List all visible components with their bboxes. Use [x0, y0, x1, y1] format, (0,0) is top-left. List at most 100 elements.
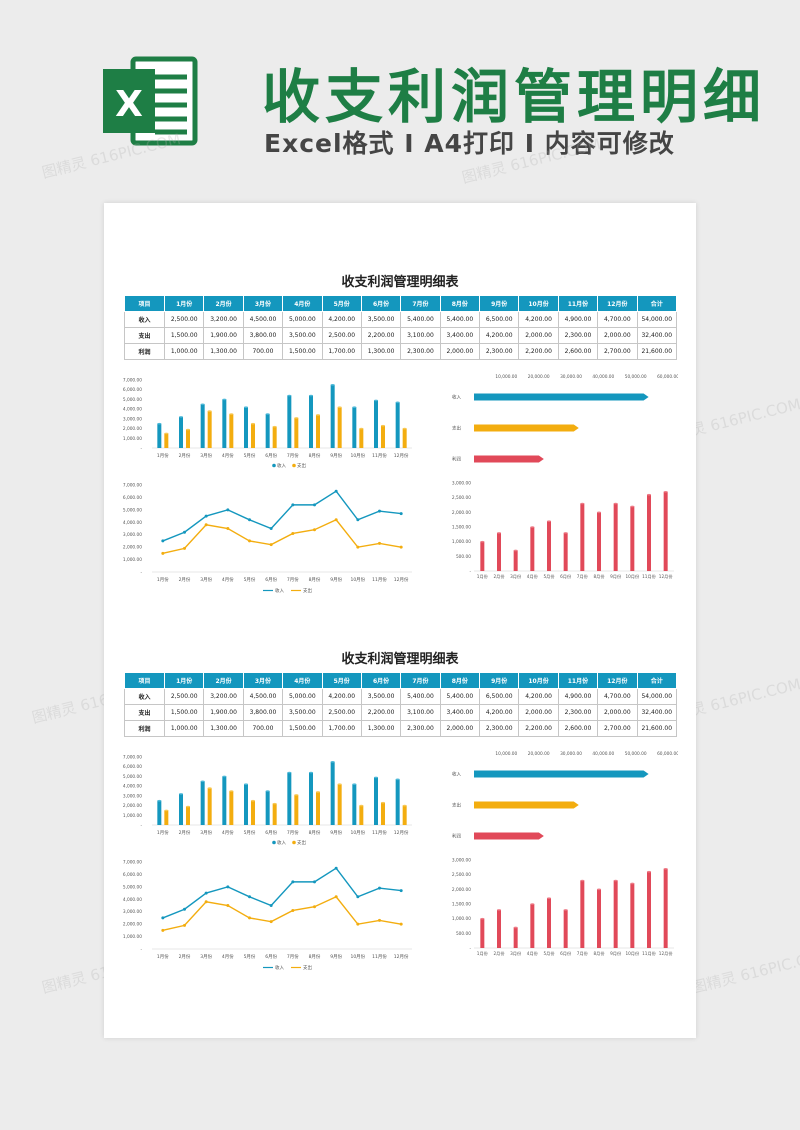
table-cell: 3,100.00 — [400, 327, 441, 344]
income-point — [291, 880, 295, 884]
x-tick-label: 8月份 — [309, 576, 321, 583]
expense-point — [291, 908, 295, 912]
y-tick-label: 6,000.00 — [123, 872, 142, 878]
expense-point — [248, 539, 251, 543]
x-tick-label: 8月份 — [309, 829, 321, 836]
table-header-cell: 4月份 — [282, 295, 323, 312]
bar-top-cap — [530, 526, 535, 528]
legend-marker-expense — [292, 463, 296, 468]
expense-point — [161, 928, 165, 932]
y-tick-label: 1,000.00 — [452, 539, 471, 545]
x-tick-label: 4月份 — [222, 953, 234, 960]
table-cell: 2,000.00 — [597, 327, 638, 344]
bar-top-cap — [547, 897, 551, 899]
table-cell: 3,500.00 — [360, 311, 402, 328]
expense-point — [161, 551, 165, 555]
profit-bar — [580, 880, 585, 948]
income-bar — [265, 414, 270, 448]
table-cell: 3,400.00 — [439, 704, 481, 721]
profit-bar — [530, 527, 535, 571]
bar-top-cap — [580, 502, 585, 505]
expense-point — [183, 546, 186, 550]
bar-top-cap — [164, 809, 169, 812]
table-header-row: 项目 1月份 2月份 3月份 4月份 5月份 6月份 7月份 8月份 9月份 10月份 11月份 12月… — [124, 672, 677, 689]
bar-top-cap — [647, 493, 651, 496]
table-row: 利润 1,000.00 1,300.00 700.00 1,500.00 1,700.00… — [124, 720, 677, 737]
profit-bar-chart: - 500.00 1,000.00 1,500.00 2,000.00 2,500.00 3… — [452, 858, 674, 957]
document-page: 收支利润管理明细表项目 1月份 2月份 3月份 4月份 5月份 6月份 7月份 8月份 9月份 10… — [104, 203, 696, 1038]
x-tick-label: 5月份 — [244, 576, 256, 583]
y-tick-label: 7,000.00 — [123, 378, 142, 384]
y-tick-label: 5,000.00 — [123, 397, 142, 403]
profit-bar-chart: - 500.00 1,000.00 1,500.00 2,000.00 2,500.00 3… — [452, 481, 674, 580]
x-tick-label: 1月份 — [157, 829, 169, 836]
x-tick-label: 9月份 — [330, 452, 342, 459]
bar-top-cap — [330, 761, 335, 763]
x-tick-label: 4月份 — [527, 950, 539, 957]
table-header-cell: 项目 — [124, 295, 165, 312]
y-tick-label: 2,000.00 — [123, 545, 142, 551]
bar-top-cap — [157, 799, 162, 802]
table-header-cell: 2月份 — [203, 672, 244, 689]
table-cell: 700.00 — [242, 343, 284, 360]
sheet-title: 收支利润管理明细表 — [341, 652, 459, 667]
y-tick-label: 2,500.00 — [452, 495, 471, 501]
x-tick-label: 4月份 — [222, 829, 234, 836]
profit-bar — [663, 491, 668, 571]
x-tick-label: 30,000.00 — [560, 751, 582, 757]
table-cell: 4,200.00 — [518, 311, 559, 328]
table-row: 支出 1,500.00 1,900.00 3,800.00 3,500.00 2,500.… — [124, 327, 677, 344]
row-label: 收入 — [124, 688, 165, 705]
table-header-cell: 9月份 — [478, 672, 520, 689]
x-tick-label: 12月份 — [394, 452, 409, 459]
table-cell: 4,900.00 — [557, 311, 599, 328]
x-tick-label: 12月份 — [394, 953, 409, 960]
bar-top-cap — [513, 549, 518, 552]
profit-bar — [497, 532, 501, 571]
table-cell: 1,300.00 — [203, 720, 244, 737]
y-category-label: 支出 — [452, 425, 461, 432]
income-bar — [179, 793, 183, 825]
table-cell: 3,100.00 — [400, 704, 441, 721]
income-bar — [222, 776, 227, 825]
totals-horizontal-bar-chart: 10,000.00 20,000.00 30,000.00 40,000.00 50,0… — [452, 374, 678, 463]
x-tick-label: 8月份 — [593, 950, 605, 957]
bar-top-cap — [272, 425, 277, 428]
profit-bar — [597, 889, 601, 948]
income-point — [313, 880, 316, 884]
table-row: 收入 2,500.00 3,200.00 4,500.00 5,000.00 4,200.… — [124, 311, 677, 328]
x-tick-label: 2月份 — [179, 829, 191, 836]
x-tick-label: 60,000.00 — [657, 751, 678, 757]
expense-line — [162, 518, 402, 555]
income-total-bar — [474, 393, 649, 401]
bar-top-cap — [352, 406, 357, 408]
table-header-cell: 12月份 — [597, 672, 638, 689]
bar-top-cap — [316, 791, 320, 793]
table-cell: 1,500.00 — [282, 720, 323, 737]
y-tick-label: 2,000.00 — [123, 426, 142, 432]
table-header-cell: 10月份 — [518, 295, 559, 312]
x-tick-label: 11月份 — [372, 953, 387, 960]
expense-point — [226, 904, 230, 907]
table-header-cell: 合计 — [636, 672, 677, 689]
bar-top-cap — [157, 422, 162, 425]
table-header-cell: 6月份 — [360, 295, 402, 312]
x-tick-label: 7月份 — [577, 950, 589, 957]
expense-point — [248, 916, 251, 920]
profit-bar — [480, 541, 485, 571]
legend-label: 支出 — [297, 462, 306, 469]
profit-bar — [597, 512, 601, 571]
x-tick-label: 12月份 — [659, 950, 674, 957]
legend-label: 支出 — [297, 839, 306, 846]
profit-bar — [547, 898, 551, 948]
expense-bar — [207, 788, 212, 825]
income-bar — [244, 407, 248, 448]
table-cell: 4,500.00 — [242, 311, 284, 328]
table-cell: 2,300.00 — [478, 720, 520, 737]
table-header-cell: 1月份 — [163, 295, 205, 312]
income-point — [378, 509, 381, 513]
x-tick-label: 11月份 — [372, 829, 387, 836]
table-header-cell: 10月份 — [518, 672, 559, 689]
profit-bar — [497, 909, 501, 948]
table-cell: 5,400.00 — [439, 311, 481, 328]
